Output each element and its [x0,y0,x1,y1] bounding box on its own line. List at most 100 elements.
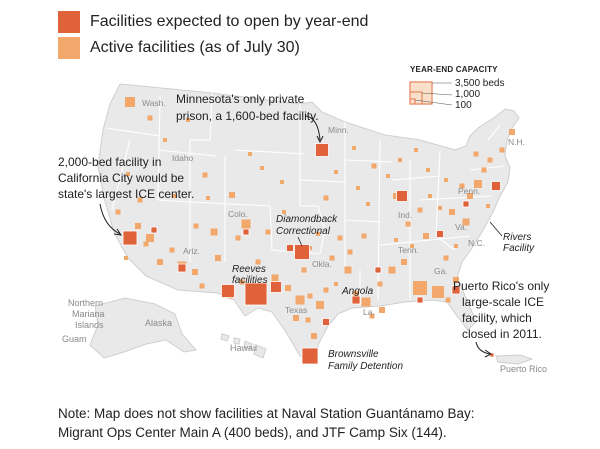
facility-florida [451,285,461,295]
active-facility-marker [454,244,458,248]
active-facility-marker [308,246,312,250]
active-facility-marker [481,167,487,173]
active-facility-marker [453,277,459,283]
legend-row-opening: Facilities expected to open by year-end [58,9,368,35]
map-note-line-1: Note: Map does not show facilities at Na… [58,406,475,421]
active-facility-marker [347,249,353,255]
hawaii-land [220,333,267,359]
active-facility-marker [316,232,320,236]
annotation-california: 2,000-bed facility in California City wo… [58,155,194,236]
facility-virginia [436,230,444,238]
active-facility-marker [486,204,490,208]
active-facility-marker [398,158,402,162]
active-facility-marker [199,283,205,289]
capacity-label-100: 100 [455,100,472,111]
label-angola: Angola [341,286,374,297]
active-facility-marker [169,247,175,253]
state-label-la: La. [363,307,375,317]
opening-facilities [122,143,501,365]
active-facility-marker [126,172,130,176]
state-label-ga: Ga. [434,266,448,276]
facility-arizona [177,263,187,273]
active-facility-marker [459,183,465,189]
active-facility-marker [361,233,367,239]
active-facility-marker [401,259,407,265]
active-facility-marker [206,196,210,200]
active-facility-marker [137,197,143,203]
capacity-label-1000: 1,000 [455,89,480,100]
active-facility-marker [235,235,241,241]
label-hawaii: Hawaii [230,343,257,353]
facility-rivers [491,181,501,191]
label-brownsville: Brownsville Family Detention [328,349,403,372]
state-label-nc: N.C. [468,238,485,248]
active-facility-marker [146,234,154,242]
active-facility-marker [393,193,399,199]
label-reeves: Reeves facilities [232,264,269,286]
active-facility-marker [124,256,128,260]
facility-diamondback-correctional [294,244,310,260]
active-facility-marker [271,274,279,282]
active-facility-marker [352,146,356,150]
label-guam: Guam [62,334,87,344]
active-facility-marker [323,287,329,293]
active-facility-marker [394,238,398,242]
active-facility-marker [239,279,245,285]
active-facility-marker [356,186,360,190]
active-facility-marker [344,266,352,274]
state-label-wash: Wash. [142,98,166,108]
active-facility-marker [388,266,396,274]
label-alaska: Alaska [145,318,172,328]
label-northern-mariana: Northern Mariana Islands [68,298,107,330]
facility-reeves-facilities [244,282,268,306]
active-facility-marker [255,259,261,265]
capacity-square-small [409,98,416,105]
facility-nevada [150,226,158,234]
active-facility-marker [316,301,324,309]
svg-text:Puerto Rico's only large: Puerto Rico's only large-scale ICE facil… [453,279,553,341]
facility-new-mexico [242,228,250,236]
active-facility-marker [443,255,449,261]
active-facility-marker [379,307,385,313]
active-facility-marker [265,229,271,235]
legend: Facilities expected to open by year-end … [58,9,368,61]
active-facility-marker [202,172,208,178]
active-facility-marker [487,157,493,163]
state-label-texas: Texas [285,305,307,315]
active-facility-marker [301,267,307,273]
active-facility-marker [449,209,455,215]
state-label-tenn: Tenn. [398,245,419,255]
legend-swatch-opening [58,11,80,33]
active-facility-marker [414,148,418,152]
legend-label-active: Active facilities (as of July 30) [90,39,300,56]
active-facility-marker [147,115,153,121]
capacity-legend-title: YEAR-END CAPACITY [410,65,498,74]
capacity-label-3500: 3,500 beds [455,78,505,89]
label-puerto-rico: Puerto Rico [500,364,547,374]
active-facility-marker [143,241,149,247]
state-label-nh: N.H. [508,137,525,147]
active-facility-marker [337,235,343,241]
state-label-okla: Okla. [312,259,332,269]
state-label-ariz: Ariz. [183,246,200,256]
active-facility-marker [307,293,313,299]
state-boundaries [105,92,506,305]
active-facility-marker [334,282,338,286]
active-facility-marker [135,223,141,229]
active-facility-marker [229,192,235,198]
capacity-square-fill [410,82,432,104]
active-facility-marker [186,118,190,122]
legend-row-active: Active facilities (as of July 30) [58,35,368,61]
active-facility-marker [125,97,135,107]
active-facility-marker [215,255,221,261]
active-facility-marker [210,228,218,236]
active-facility-marker [417,207,423,213]
state-label-pa: Penn. [458,186,480,196]
facility-minnesota-private-prison [315,143,329,157]
active-facility-marker [377,281,383,287]
legend-swatch-active [58,37,80,59]
state-label-va: Va. [455,222,467,232]
active-facility-marker [280,180,284,184]
label-diamondback: Diamondback Correctional [276,214,340,237]
